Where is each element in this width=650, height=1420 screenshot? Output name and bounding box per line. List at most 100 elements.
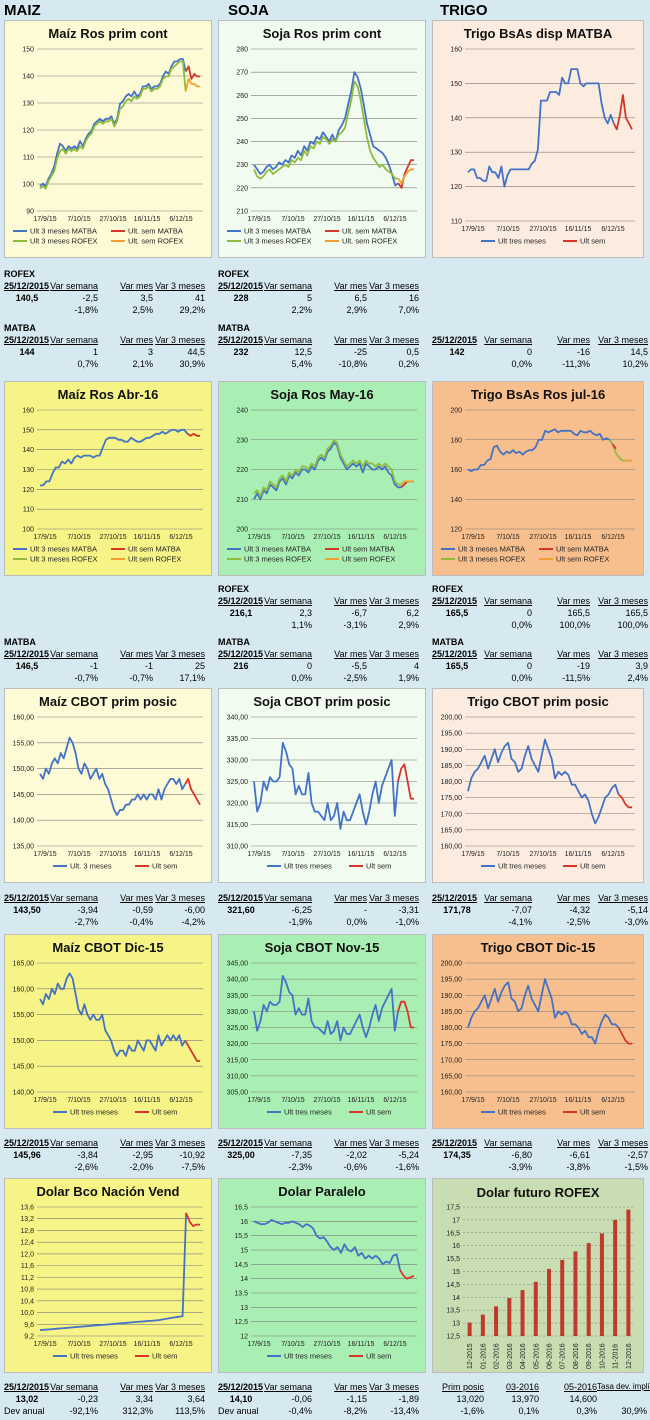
y-tick-label: 17 [452, 1217, 460, 1224]
change-value: 165,5 [625, 608, 648, 618]
panel-soja-ros-may16: Soja Ros May-16 200 210 220 230 240 17/9/15 7/1… [218, 381, 426, 576]
y-tick-label: 280 [236, 47, 248, 54]
percent-value: 17,1% [179, 673, 205, 683]
change-value: -5,24 [398, 1150, 419, 1160]
x-tick-label: 17/9/15 [461, 1097, 484, 1104]
bar-02-2016 [494, 1306, 499, 1336]
y-tick-label: 240 [236, 139, 248, 146]
series-line-ult-sem-matba [184, 65, 200, 80]
change-value: -0,23 [77, 1394, 98, 1404]
percent-value: 30,9% [179, 359, 205, 369]
table-soja2_rofex: ROFEX 25/12/2015 Var semana Var mes Var 3 me… [218, 583, 419, 631]
price-value: 321,60 [227, 905, 255, 915]
series-line-ult-tres-meses [39, 972, 186, 1057]
y-tick-label: 315,00 [227, 822, 249, 829]
y-tick-label: 100 [22, 182, 34, 189]
y-tick-label: 320,00 [227, 1041, 249, 1048]
x-tick-label: 6/12/15 [169, 851, 192, 858]
x-tick-label: 6/12/15 [601, 226, 624, 233]
x-tick-label: 17/9/15 [33, 1097, 56, 1104]
column-header: Var 3 meses [598, 649, 648, 659]
series-line-ult-sem-matba [611, 443, 617, 450]
x-tick-label: 09-2016 [586, 1343, 593, 1369]
y-tick-label: 325,00 [227, 1025, 249, 1032]
x-tick-label: 27/10/15 [99, 1341, 126, 1348]
percent-value: -8,2% [343, 1406, 367, 1416]
series-line-ult-3-meses-matba [39, 58, 187, 188]
series-line-ult-sem [184, 1039, 200, 1062]
y-tick-label: 140 [22, 447, 34, 454]
change-value: 3,64 [187, 1394, 205, 1404]
y-tick-label: 12,5 [446, 1334, 460, 1341]
change-value: 0 [526, 608, 532, 618]
y-tick-label: 325,00 [227, 779, 249, 786]
y-tick-label: 15 [240, 1248, 248, 1255]
column-header: Var semana [264, 335, 312, 345]
table-trigo2_rofex: ROFEX 25/12/2015 Var semana Var mes Var 3 me… [432, 583, 648, 631]
panel-soja-cbot-prim: Soja CBOT prim posic 310,00 315,00 320,00 32… [218, 688, 426, 883]
legend-label: Ult sem ROFEX [556, 555, 609, 564]
price-value: 174,35 [443, 1150, 471, 1160]
chart-soja-cbot-prim: Soja CBOT prim posic 310,00 315,00 320,00 32… [227, 694, 417, 871]
percent-value: -92,1% [69, 1406, 98, 1416]
x-tick-label: 7/10/15 [281, 1097, 304, 1104]
y-tick-label: 150 [22, 47, 34, 54]
chart-title: Trigo BsAs disp MATBA [464, 26, 613, 41]
y-tick-label: 250 [236, 116, 248, 123]
y-tick-label: 15 [452, 1269, 460, 1276]
x-tick-label: 16/11/15 [565, 226, 592, 233]
column-header: Var semana [264, 281, 312, 291]
series-line-ult-tres-meses [253, 741, 399, 830]
y-tick-label: 13,5 [234, 1291, 248, 1298]
x-tick-label: 6/12/15 [169, 1097, 192, 1104]
price-value: 142 [449, 347, 465, 357]
y-tick-label: 12,8 [20, 1228, 34, 1235]
percent-value: -2,7% [74, 917, 98, 927]
percent-value: -2,6% [74, 1162, 98, 1172]
column-header: Var 3 meses [369, 335, 419, 345]
x-tick-label: 16/11/15 [565, 534, 592, 541]
percent-value [218, 916, 264, 928]
table-source-label: MATBA [4, 323, 36, 333]
chart-soja-ros-may16: Soja Ros May-16 200 210 220 230 240 17/9/15 7/1… [227, 387, 417, 564]
x-tick-label: 6/12/15 [601, 534, 624, 541]
x-tick-label: 16/11/15 [348, 1097, 375, 1104]
x-tick-label: 16/11/15 [565, 851, 592, 858]
change-value: -2,57 [627, 1150, 648, 1160]
column-header: Var semana [484, 649, 532, 659]
percent-value: -4,1% [508, 917, 532, 927]
column-header: Var mes [334, 1138, 367, 1148]
legend-label: Ult sem [366, 862, 391, 871]
y-tick-label: 170,00 [441, 1057, 463, 1064]
percent-value: 0,0% [511, 359, 532, 369]
percent-value: 0,0% [346, 917, 367, 927]
y-tick-label: 15,5 [446, 1256, 460, 1263]
column-header: Var 3 meses [369, 1382, 419, 1392]
percent-value: 30,9% [621, 1406, 647, 1416]
y-tick-label: 110 [23, 507, 34, 514]
panel-trigo-cbot-prim: Trigo CBOT prim posic 160,00 165,00 170,00 1… [432, 688, 644, 883]
change-value: 6,5 [354, 293, 367, 303]
y-tick-label: 12,4 [20, 1240, 34, 1247]
percent-value [432, 672, 482, 684]
price-value: 14,600 [569, 1394, 597, 1404]
column-header: Var mes [334, 1382, 367, 1392]
panel-soja-ros-prim: Soja Ros prim cont 210 220 230 240 250 260 270 2… [218, 20, 426, 258]
legend-label: Ult 3 meses ROFEX [244, 555, 312, 564]
y-tick-label: 120 [22, 487, 34, 494]
date-header: 25/12/2015 [218, 649, 264, 659]
y-tick-label: 12 [240, 1334, 248, 1341]
legend-label: Ult tres meses [498, 237, 546, 246]
table-source-label: ROFEX [432, 584, 464, 594]
change-value: 0,5 [406, 347, 419, 357]
y-tick-label: 345,00 [227, 961, 249, 968]
y-tick-label: 10,8 [20, 1287, 34, 1294]
bar-06-2016 [547, 1268, 551, 1336]
x-tick-label: 27/10/15 [529, 534, 556, 541]
y-tick-label: 140,00 [13, 818, 35, 825]
column-header: Var mes [334, 893, 367, 903]
x-tick-label: 7/10/15 [496, 851, 519, 858]
legend-label: Ult tres meses [498, 1108, 546, 1117]
table-trigo2_matba: MATBA 25/12/2015 Var semana Var mes Var 3 me… [432, 636, 648, 684]
bar-12-2016 [626, 1209, 631, 1336]
